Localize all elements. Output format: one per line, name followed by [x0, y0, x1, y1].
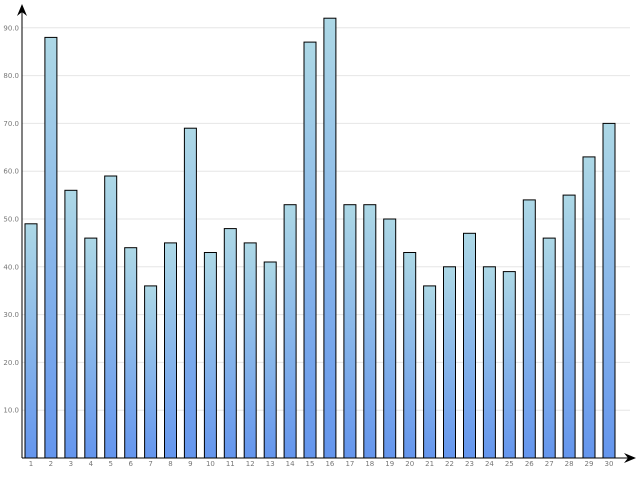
bar [283, 204, 297, 459]
y-tick-label: 60.0 [3, 168, 19, 176]
bar [482, 266, 496, 459]
bar [64, 189, 78, 459]
bar [183, 127, 197, 459]
y-tick-label: 10.0 [3, 407, 19, 415]
x-tick-label: 15 [306, 460, 315, 468]
bar [383, 218, 397, 459]
x-tick-label: 10 [206, 460, 215, 468]
x-axis-arrow-icon [624, 453, 636, 463]
bar [144, 285, 158, 459]
x-tick-label: 11 [226, 460, 235, 468]
bar [343, 204, 357, 459]
x-tick-label: 5 [108, 460, 112, 468]
bars [24, 17, 616, 459]
x-tick-label: 27 [545, 460, 554, 468]
bar [582, 156, 596, 459]
y-tick-label: 90.0 [3, 24, 19, 32]
bar [463, 232, 476, 459]
x-tick-label: 19 [385, 460, 394, 468]
bar [542, 237, 556, 459]
y-tick-labels: 10.0 20.0 30.0 40.0 50.0 60.0 70.0 80.0 90.0 [3, 24, 19, 414]
x-tick-label: 28 [565, 460, 574, 468]
x-tick-label: 9 [188, 460, 192, 468]
bar [223, 228, 237, 459]
bar [423, 285, 437, 459]
bar [522, 199, 536, 459]
x-tick-label: 18 [365, 460, 374, 468]
bar [124, 247, 138, 459]
bar [363, 204, 377, 459]
x-tick-label: 2 [49, 460, 53, 468]
x-tick-label: 7 [148, 460, 152, 468]
y-tick-label: 20.0 [3, 359, 19, 367]
bar [164, 242, 177, 459]
x-tick-label: 20 [405, 460, 414, 468]
x-tick-labels: 1 2 3 4 5 6 7 8 9 10 11 12 13 14 15 16 17 18 19 20 21 22 23 24 2… [29, 460, 614, 468]
x-tick-label: 16 [325, 460, 334, 468]
bar [403, 252, 417, 459]
x-tick-label: 4 [89, 460, 94, 468]
x-tick-label: 14 [286, 460, 295, 468]
y-tick-label: 50.0 [3, 216, 19, 224]
bar [323, 17, 337, 459]
bar [502, 271, 516, 459]
x-tick-label: 25 [505, 460, 514, 468]
y-tick-label: 40.0 [3, 263, 19, 271]
x-tick-label: 26 [525, 460, 534, 468]
bar [104, 175, 118, 459]
x-tick-label: 29 [585, 460, 594, 468]
bar [443, 266, 456, 459]
bar [24, 223, 38, 459]
x-tick-label: 17 [345, 460, 354, 468]
x-tick-label: 12 [246, 460, 255, 468]
bar [263, 261, 277, 459]
x-tick-label: 21 [425, 460, 434, 468]
bar [84, 237, 98, 459]
bar [243, 242, 257, 459]
bar [602, 122, 616, 459]
y-tick-label: 30.0 [3, 311, 19, 319]
x-tick-label: 24 [485, 460, 494, 468]
axes [17, 4, 636, 463]
x-tick-label: 1 [29, 460, 33, 468]
y-axis-arrow-icon [17, 4, 27, 16]
bar [203, 252, 217, 459]
y-tick-label: 70.0 [3, 120, 19, 128]
x-tick-label: 22 [445, 460, 454, 468]
bar [303, 41, 317, 459]
x-tick-label: 13 [266, 460, 275, 468]
x-tick-label: 6 [128, 460, 133, 468]
y-tick-label: 80.0 [3, 72, 19, 80]
x-tick-label: 8 [168, 460, 172, 468]
x-tick-label: 23 [465, 460, 474, 468]
bar [562, 194, 576, 459]
x-tick-label: 3 [69, 460, 73, 468]
bar [44, 36, 58, 459]
x-tick-label: 30 [605, 460, 614, 468]
